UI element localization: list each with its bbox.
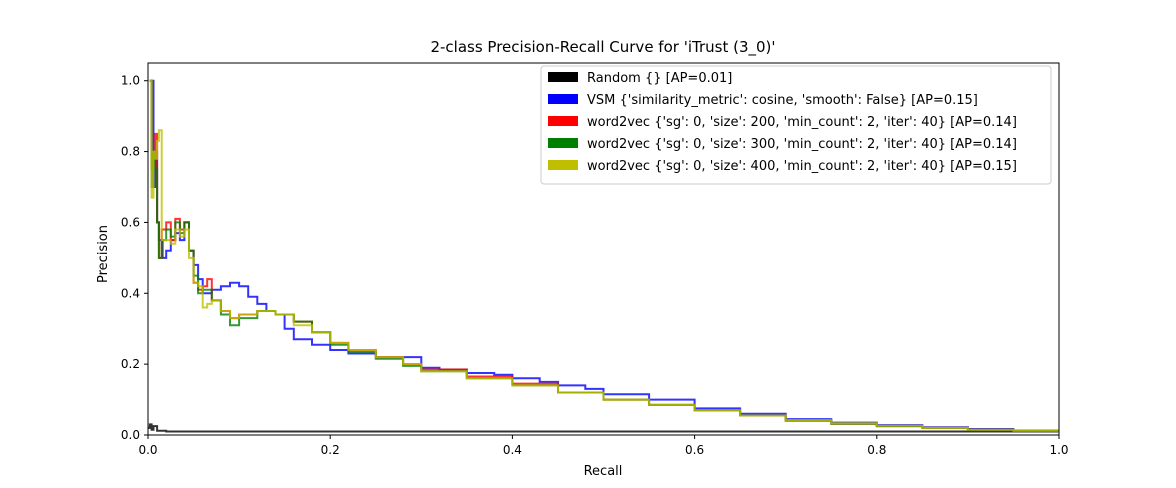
legend-entry-label: word2vec {'sg': 0, 'size': 200, 'min_cou… <box>587 115 1017 130</box>
legend-box <box>540 65 1052 185</box>
y-tick-label: 0.2 <box>121 357 140 371</box>
y-tick-label: 0.4 <box>121 286 140 300</box>
y-tick-label: 0.0 <box>121 428 140 442</box>
x-tick-label: 1.0 <box>1049 443 1068 457</box>
legend-entry-label: word2vec {'sg': 0, 'size': 300, 'min_cou… <box>587 137 1017 152</box>
x-tick-label: 0.0 <box>138 443 157 457</box>
series-layer <box>148 79 1059 433</box>
series-line-0 <box>148 423 1059 433</box>
chart-title: 2-class Precision-Recall Curve for 'iTru… <box>430 38 775 57</box>
y-tick-label: 0.6 <box>121 215 140 229</box>
x-axis-label: Recall <box>584 464 623 479</box>
x-axis-ticks: 0.0 0.2 0.4 0.6 0.8 1.0 <box>138 435 1069 457</box>
legend: Random {} [AP=0.01] VSM {'similarity_metr… <box>540 65 1052 185</box>
legend-swatch <box>548 138 578 148</box>
legend-entry-label: word2vec {'sg': 0, 'size': 400, 'min_cou… <box>587 159 1017 174</box>
legend-entry-label: VSM {'similarity_metric': cosine, 'smoot… <box>587 93 978 108</box>
legend-swatch <box>548 94 578 104</box>
y-tick-label: 0.8 <box>121 145 140 159</box>
x-tick-label: 0.8 <box>867 443 886 457</box>
legend-swatch <box>548 160 578 170</box>
y-axis-label: Precision <box>96 225 111 283</box>
series-line-4 <box>149 79 1059 433</box>
y-axis-ticks: 0.0 0.2 0.4 0.6 0.8 1.0 <box>121 74 148 442</box>
y-tick-label: 1.0 <box>121 74 140 88</box>
plot-area-frame <box>147 62 1060 436</box>
x-tick-label: 0.2 <box>321 443 340 457</box>
x-tick-label: 0.6 <box>685 443 704 457</box>
legend-entry-label: Random {} [AP=0.01] <box>587 71 732 86</box>
legend-swatch <box>548 116 578 126</box>
x-tick-label: 0.4 <box>503 443 522 457</box>
legend-swatch <box>548 72 578 82</box>
